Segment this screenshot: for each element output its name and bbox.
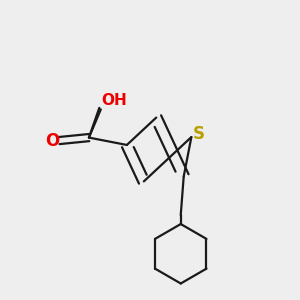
Text: O: O [45, 132, 59, 150]
Text: OH: OH [101, 93, 127, 108]
Text: S: S [193, 125, 205, 143]
